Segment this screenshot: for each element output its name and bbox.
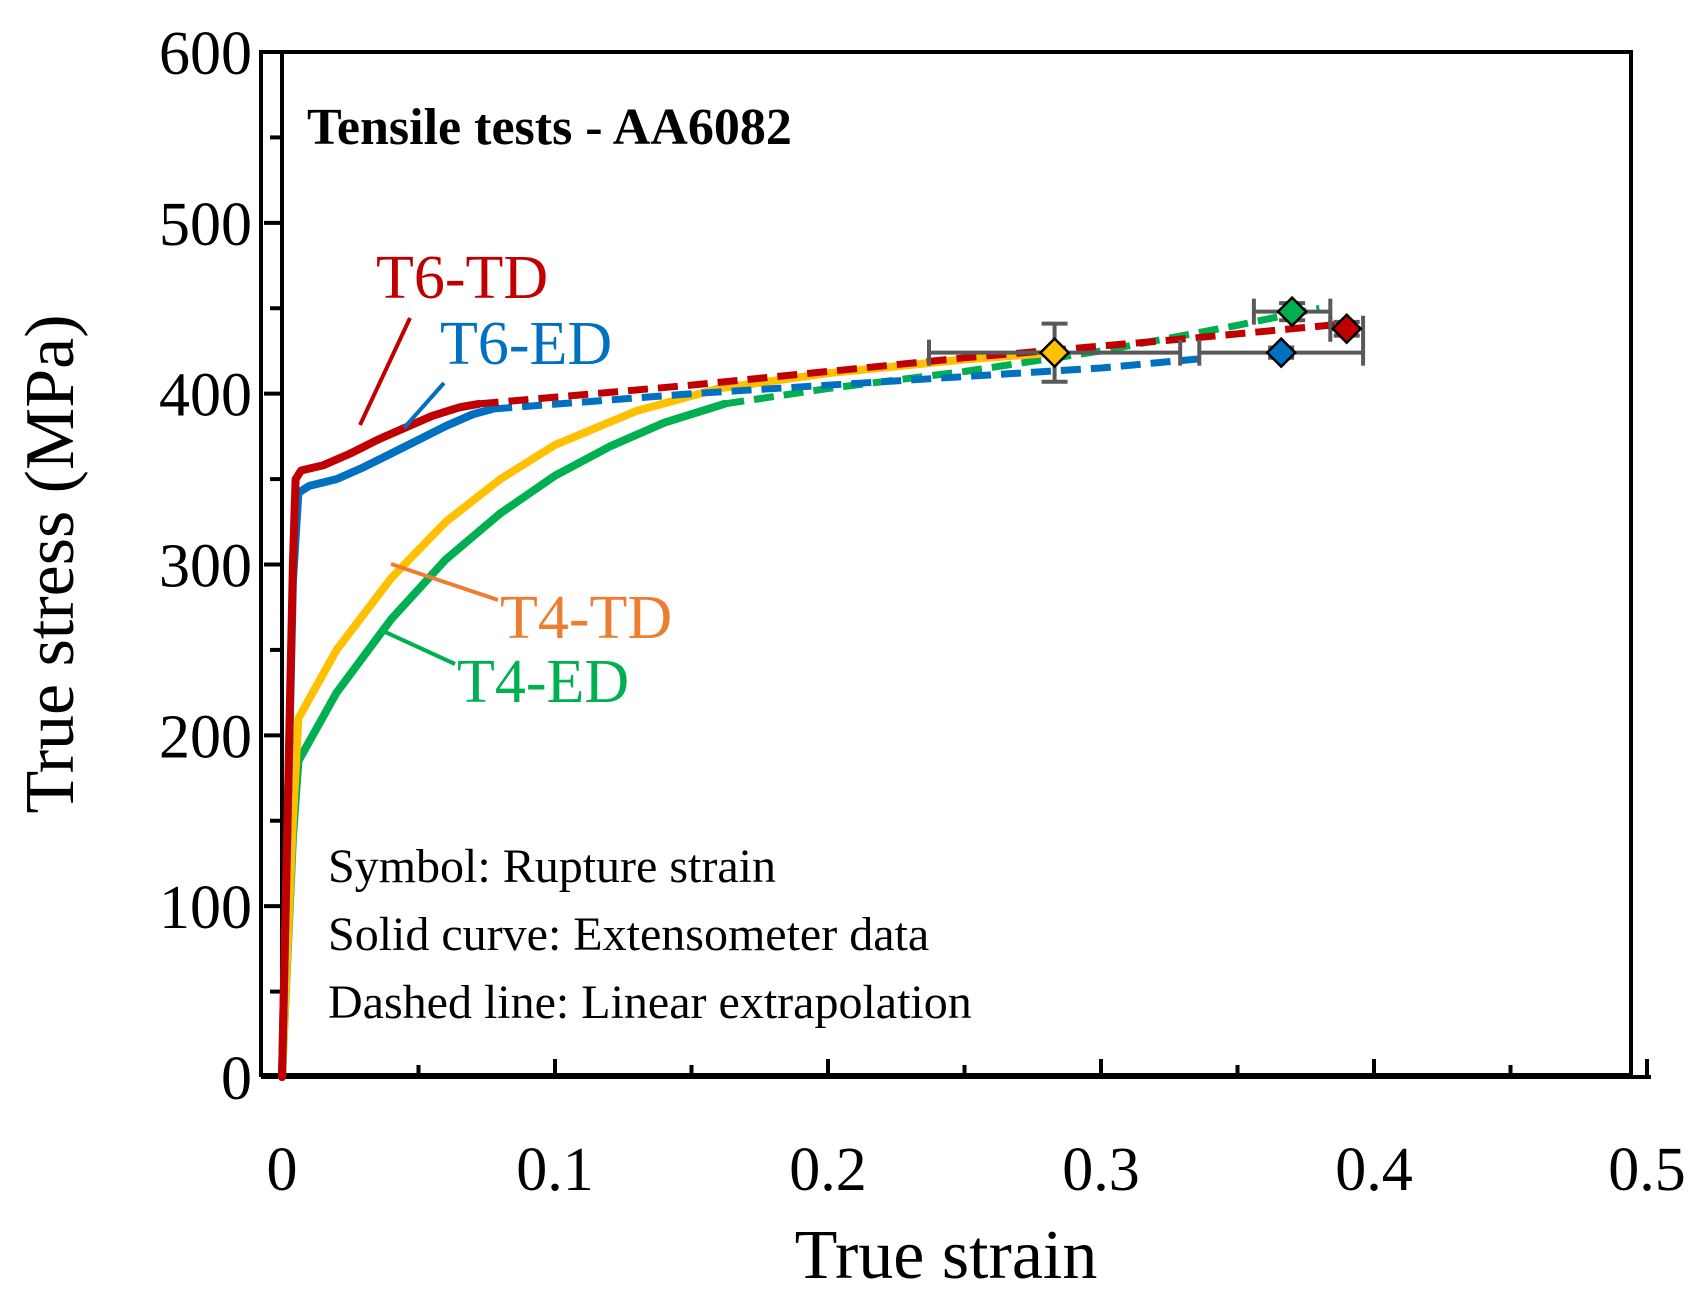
annotation-symbol: Symbol: Rupture strain [328,840,776,893]
y-tick-label: 100 [159,874,252,942]
rupture-marker-t4-ed [1276,295,1308,328]
rupture-marker-t4-td [1038,336,1071,369]
y-tick-label: 300 [159,533,252,601]
leader-line-t4-td [390,562,499,602]
curve-t6-ed-extrapolated [491,354,1211,413]
y-tick-label: 600 [159,20,252,88]
series-label-t6-td: T6-TD [376,244,548,312]
curve-t6-td-extrapolated [478,320,1348,408]
curve-t6-td-measured [278,399,483,1081]
y-axis-label: True stress (MPa) [12,314,89,813]
leader-line-t6-ed [402,381,446,430]
series-label-t4-td: T4-TD [500,584,672,652]
y-tick-label: 0 [221,1045,252,1113]
rupture-point-t4-td [927,321,1183,384]
annotation-dashed-line: Dashed line: Linear extrapolation [328,976,972,1029]
y-tick-label: 500 [159,191,252,259]
rupture-marker-t6-td [1330,312,1363,345]
x-axis-label: True strain [795,1217,1098,1294]
x-tick-label: 0.3 [1062,1136,1140,1204]
rupture-point-t4-ed [1251,295,1333,328]
series-label-t4-ed: T4-ED [457,648,629,716]
leader-line-t4-ed [382,629,456,666]
series-label-t6-ed: T6-ED [440,310,612,378]
y-tick-label: 200 [159,703,252,771]
curve-t4-ed-extrapolated [723,304,1321,408]
x-tick-label: 0.5 [1608,1136,1686,1204]
x-tick-label: 0.1 [516,1136,594,1204]
x-tick-label: 0 [267,1136,298,1204]
rupture-point-t6-td [1328,312,1366,345]
y-tick-label: 400 [159,362,252,430]
stress-strain-curves [278,304,1348,1081]
rupture-markers [927,295,1366,384]
x-tick-label: 0.4 [1335,1136,1413,1204]
rupture-marker-t6-ed [1265,336,1297,369]
x-tick-label: 0.2 [789,1136,867,1204]
leader-line-t6-td [358,317,412,426]
rupture-point-t6-ed [1197,336,1366,369]
curve-t4-td-measured [278,348,1059,1081]
chart-title: Tensile tests - AA6082 [307,99,792,156]
axis-ticks: 0 100 200 300 400 500 600 0 0.1 0.2 0.3 0.4 0.5 [159,20,1686,1204]
annotation-solid-curve: Solid curve: Extensometer data [328,908,929,961]
